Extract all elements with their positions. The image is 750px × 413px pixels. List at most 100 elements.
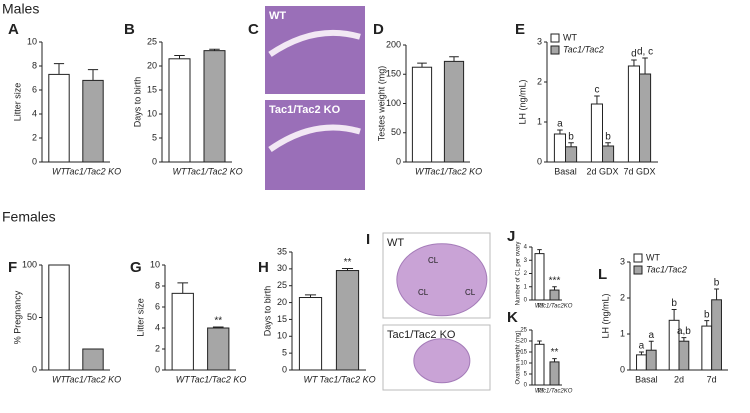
- legend-label: Tac1/Tac2: [646, 264, 687, 274]
- panel-letter: E: [515, 21, 525, 38]
- y-axis-label: LH (ng/mL): [517, 79, 527, 124]
- panel-letter: B: [124, 21, 135, 38]
- bar: [701, 325, 713, 371]
- error-bar: [704, 320, 710, 327]
- section-title: Females: [2, 209, 56, 225]
- legend-swatch: [550, 45, 560, 55]
- chart: 0 5 10 15 20 25 30 35 Days to birth WT Tac1/Tac2 K…: [262, 246, 375, 384]
- y-tick-label: 6: [32, 84, 37, 94]
- y-axis-label: Litter size: [135, 298, 145, 337]
- error-bar: [605, 142, 611, 146]
- y-tick-label: 8: [155, 280, 160, 290]
- ovary: [413, 338, 471, 384]
- legend-swatch: [550, 33, 560, 43]
- panel-letter: C: [248, 21, 259, 38]
- error-bar: [87, 69, 99, 81]
- error-bar: [417, 62, 427, 68]
- bar: [602, 145, 615, 163]
- bar: [48, 264, 70, 371]
- annotation: b: [714, 278, 720, 289]
- bar: [411, 66, 433, 163]
- y-tick-label: 100: [22, 259, 37, 269]
- y-tick-label: 25: [520, 328, 527, 334]
- annotation: **: [214, 316, 222, 327]
- y-tick-label: 20: [147, 60, 157, 70]
- y-axis-label: Litter size: [12, 83, 22, 122]
- x-tick-label: Tac1/Tac2 KO: [426, 166, 482, 176]
- annotation: a: [648, 330, 654, 341]
- y-tick-label: 15: [277, 314, 287, 324]
- y-tick-label: 0: [32, 364, 37, 374]
- bar: [645, 349, 657, 371]
- panel-letter: F: [8, 259, 17, 276]
- y-tick-label: 15: [520, 350, 527, 356]
- y-tick-label: 4: [524, 245, 528, 251]
- x-tick-label: Basal: [635, 374, 658, 384]
- y-tick-label: 1: [537, 116, 542, 126]
- x-tick-label: Basal: [554, 166, 577, 176]
- panel-letter: L: [598, 266, 607, 283]
- y-tick-label: 0: [396, 156, 401, 166]
- bar: [82, 348, 104, 371]
- y-tick-label: 0: [32, 156, 37, 166]
- y-tick-label: 10: [27, 36, 37, 46]
- y-tick-label: 10: [147, 108, 157, 118]
- y-tick-label: 0: [524, 298, 528, 304]
- x-tick-label: 2d: [674, 374, 684, 384]
- legend-label: WT: [563, 32, 577, 42]
- bar: [207, 327, 230, 371]
- bar: [534, 253, 545, 301]
- annotation: b: [704, 309, 710, 320]
- y-tick-label: 0: [537, 156, 542, 166]
- y-tick-label: 3: [620, 256, 625, 266]
- image-label: WT: [387, 237, 404, 249]
- y-tick-label: 8: [32, 60, 37, 70]
- x-tick-label: 7d: [707, 374, 717, 384]
- x-tick-label: WT: [535, 389, 546, 395]
- error-bar: [568, 142, 574, 147]
- error-bar: [648, 340, 654, 351]
- error-bar: [552, 286, 557, 291]
- y-tick-label: 25: [147, 36, 157, 46]
- annotation: a,b: [677, 326, 691, 337]
- bar: [443, 60, 465, 163]
- annotation: b: [568, 131, 574, 142]
- x-tick-label: WT: [173, 166, 188, 176]
- x-tick-label: WT: [52, 166, 67, 176]
- chart: 0 5 10 15 20 25 Days to birth WT Tac1/Tac2 KO: [132, 36, 242, 176]
- error-bar: [304, 294, 317, 298]
- x-tick-label: 2d GDX: [586, 166, 618, 176]
- image-annotation: CL: [465, 288, 476, 297]
- annotation: **: [344, 257, 352, 268]
- error-bar: [53, 63, 65, 75]
- y-tick-label: 2: [524, 271, 528, 277]
- y-tick-label: 0: [282, 364, 287, 374]
- y-tick-label: 5: [282, 348, 287, 358]
- y-tick-label: 0: [152, 156, 157, 166]
- image-label: Tac1/Tac2 KO: [387, 329, 456, 341]
- bar: [590, 103, 604, 163]
- error-bar: [537, 249, 542, 254]
- y-axis-label: LH (ng/mL): [600, 293, 610, 338]
- legend-label: Tac1/Tac2: [563, 44, 604, 54]
- bar: [168, 58, 191, 163]
- y-tick-label: 1: [524, 284, 528, 290]
- panel-letter: K: [507, 309, 518, 326]
- panel-letter: I: [366, 231, 370, 248]
- y-tick-label: 200: [386, 39, 401, 49]
- x-tick-label: WT: [52, 374, 67, 384]
- y-tick-label: 3: [524, 258, 528, 264]
- y-axis-label: Ovarian weight (mg): [516, 330, 522, 384]
- error-bar: [671, 309, 677, 321]
- y-axis-label: % Pregnancy: [12, 290, 22, 344]
- image-label: Tac1/Tac2 KO: [269, 104, 341, 116]
- y-tick-label: 150: [386, 69, 401, 79]
- y-tick-label: 2: [155, 343, 160, 353]
- annotation: a: [557, 119, 563, 130]
- x-tick-label: Tac1/Tac2 KO: [65, 374, 121, 384]
- y-tick-label: 50: [391, 127, 401, 137]
- bar: [549, 289, 560, 301]
- error-bar: [341, 268, 354, 271]
- ovary: [396, 243, 488, 317]
